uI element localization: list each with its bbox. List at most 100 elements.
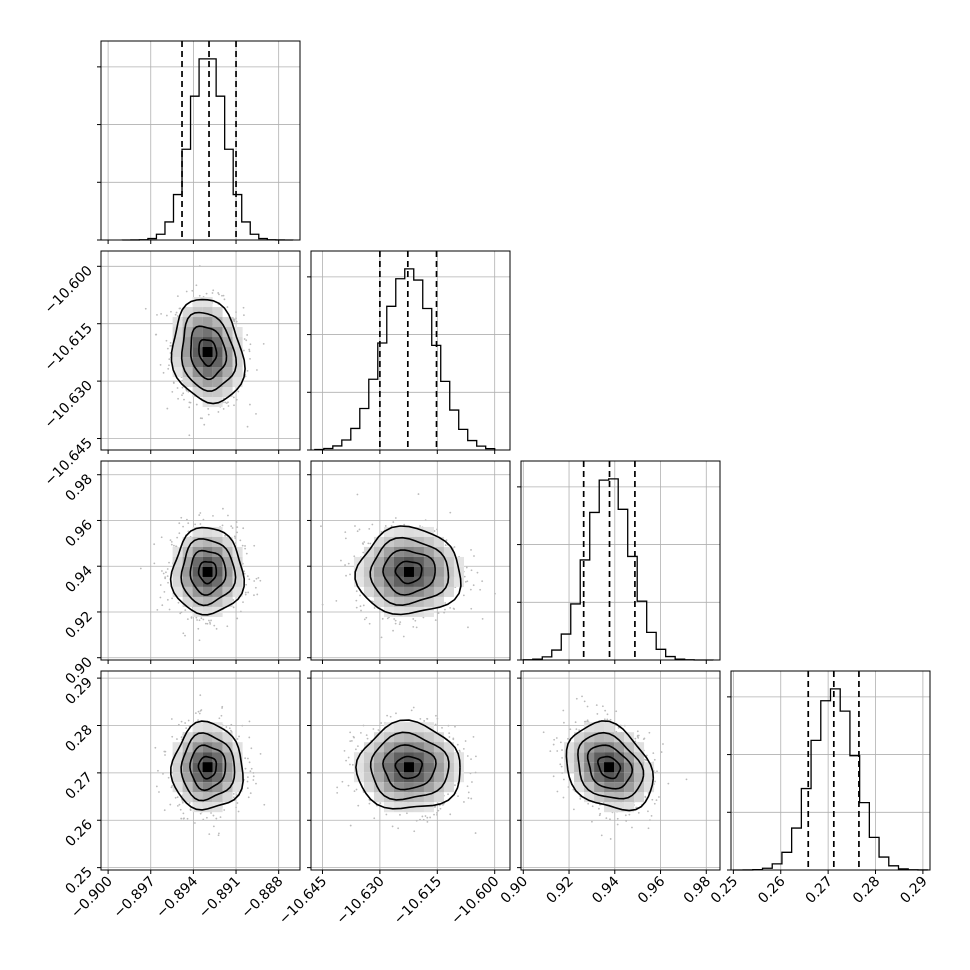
contour-line [597, 755, 622, 780]
sample-point [436, 528, 438, 531]
sample-point [244, 547, 247, 550]
density-cell [232, 347, 243, 358]
sample-point [436, 812, 438, 814]
sample-point [463, 575, 466, 578]
sample-point [599, 812, 602, 815]
sample-point [349, 731, 352, 734]
sample-point [160, 536, 163, 539]
density-cell [363, 772, 374, 783]
y-tick-label: 0.94 [62, 563, 95, 596]
sample-point [631, 826, 633, 829]
x-tick-label: 0.26 [755, 873, 788, 906]
sample-point [469, 588, 472, 591]
contour-line [189, 744, 227, 792]
density-cell [222, 586, 233, 597]
sample-point [436, 717, 439, 720]
sample-point [167, 581, 169, 584]
sample-point [182, 632, 185, 635]
sample-point [403, 523, 406, 526]
contour-line [394, 755, 424, 780]
density-cell [443, 742, 454, 753]
sample-point [242, 527, 245, 530]
sample-point [372, 600, 374, 603]
sample-point [213, 624, 216, 627]
sample-point [176, 315, 179, 317]
density-cell [564, 752, 575, 763]
density-cell [182, 347, 193, 358]
density-cell [443, 546, 454, 557]
density-cell [373, 536, 384, 547]
sample-point [171, 735, 174, 738]
density-cell [202, 357, 213, 368]
density-cell [232, 327, 243, 338]
sample-point [244, 545, 246, 547]
contour-line [189, 325, 228, 381]
sample-point [160, 313, 162, 315]
sample-point [204, 622, 207, 625]
sample-point [189, 401, 192, 404]
x-tick-label: 0.92 [544, 874, 577, 907]
sample-point [367, 542, 370, 545]
density-cell [624, 802, 635, 813]
sample-point [643, 737, 646, 740]
density-cell [182, 367, 193, 378]
density-cell [232, 556, 243, 567]
sample-point [180, 516, 183, 519]
sample-point [235, 320, 238, 323]
x-tick-label: 0.29 [897, 874, 930, 907]
sample-point [205, 292, 208, 295]
sample-point [470, 758, 472, 761]
density-cell [634, 772, 645, 783]
sample-point [644, 795, 647, 798]
sample-point [166, 347, 169, 350]
sample-point [180, 611, 183, 614]
sample-point [252, 779, 255, 781]
density-cell [202, 307, 213, 318]
sample-point [454, 725, 456, 728]
density-cell [212, 596, 223, 607]
sample-point [263, 803, 266, 806]
density-cell [222, 357, 233, 368]
density-cell [222, 387, 233, 398]
histogram-panel: 0.25 0.26 0.27 0.28 0.29 [708, 670, 931, 907]
sample-point [176, 804, 179, 807]
sample-point [175, 545, 177, 548]
sample-point [476, 571, 479, 574]
sample-point [373, 607, 376, 609]
density-cell [614, 802, 625, 813]
y-tick-label: 0.28 [62, 722, 95, 755]
density-cell [353, 772, 364, 783]
density-cell [202, 536, 213, 547]
sample-point [448, 732, 451, 735]
sample-point [246, 334, 249, 336]
contour-line [369, 536, 450, 607]
sample-point [198, 294, 201, 297]
sample-point [164, 577, 167, 580]
sample-point [362, 604, 365, 607]
density-cell [443, 772, 454, 783]
sample-point [447, 724, 450, 727]
density-cell [222, 762, 233, 773]
sample-point [170, 543, 173, 546]
sample-point [180, 817, 183, 820]
sample-point [481, 580, 484, 583]
sample-point [236, 531, 238, 534]
density-cell [202, 596, 213, 607]
sample-point [253, 580, 256, 582]
density-cell [453, 556, 464, 567]
sample-point [349, 824, 352, 827]
density-cell [222, 782, 233, 793]
density-cell [212, 732, 223, 743]
density-cell [383, 742, 394, 753]
sample-point [349, 740, 352, 743]
sample-point [462, 594, 465, 597]
sample-point [196, 619, 198, 621]
density-cell [192, 387, 203, 398]
sample-point [449, 607, 452, 609]
peak-cell [403, 566, 414, 577]
sample-point [353, 790, 356, 793]
sample-point [458, 749, 461, 752]
sample-point [232, 792, 235, 795]
density-cell [373, 762, 384, 773]
histogram-panel [97, 40, 301, 244]
